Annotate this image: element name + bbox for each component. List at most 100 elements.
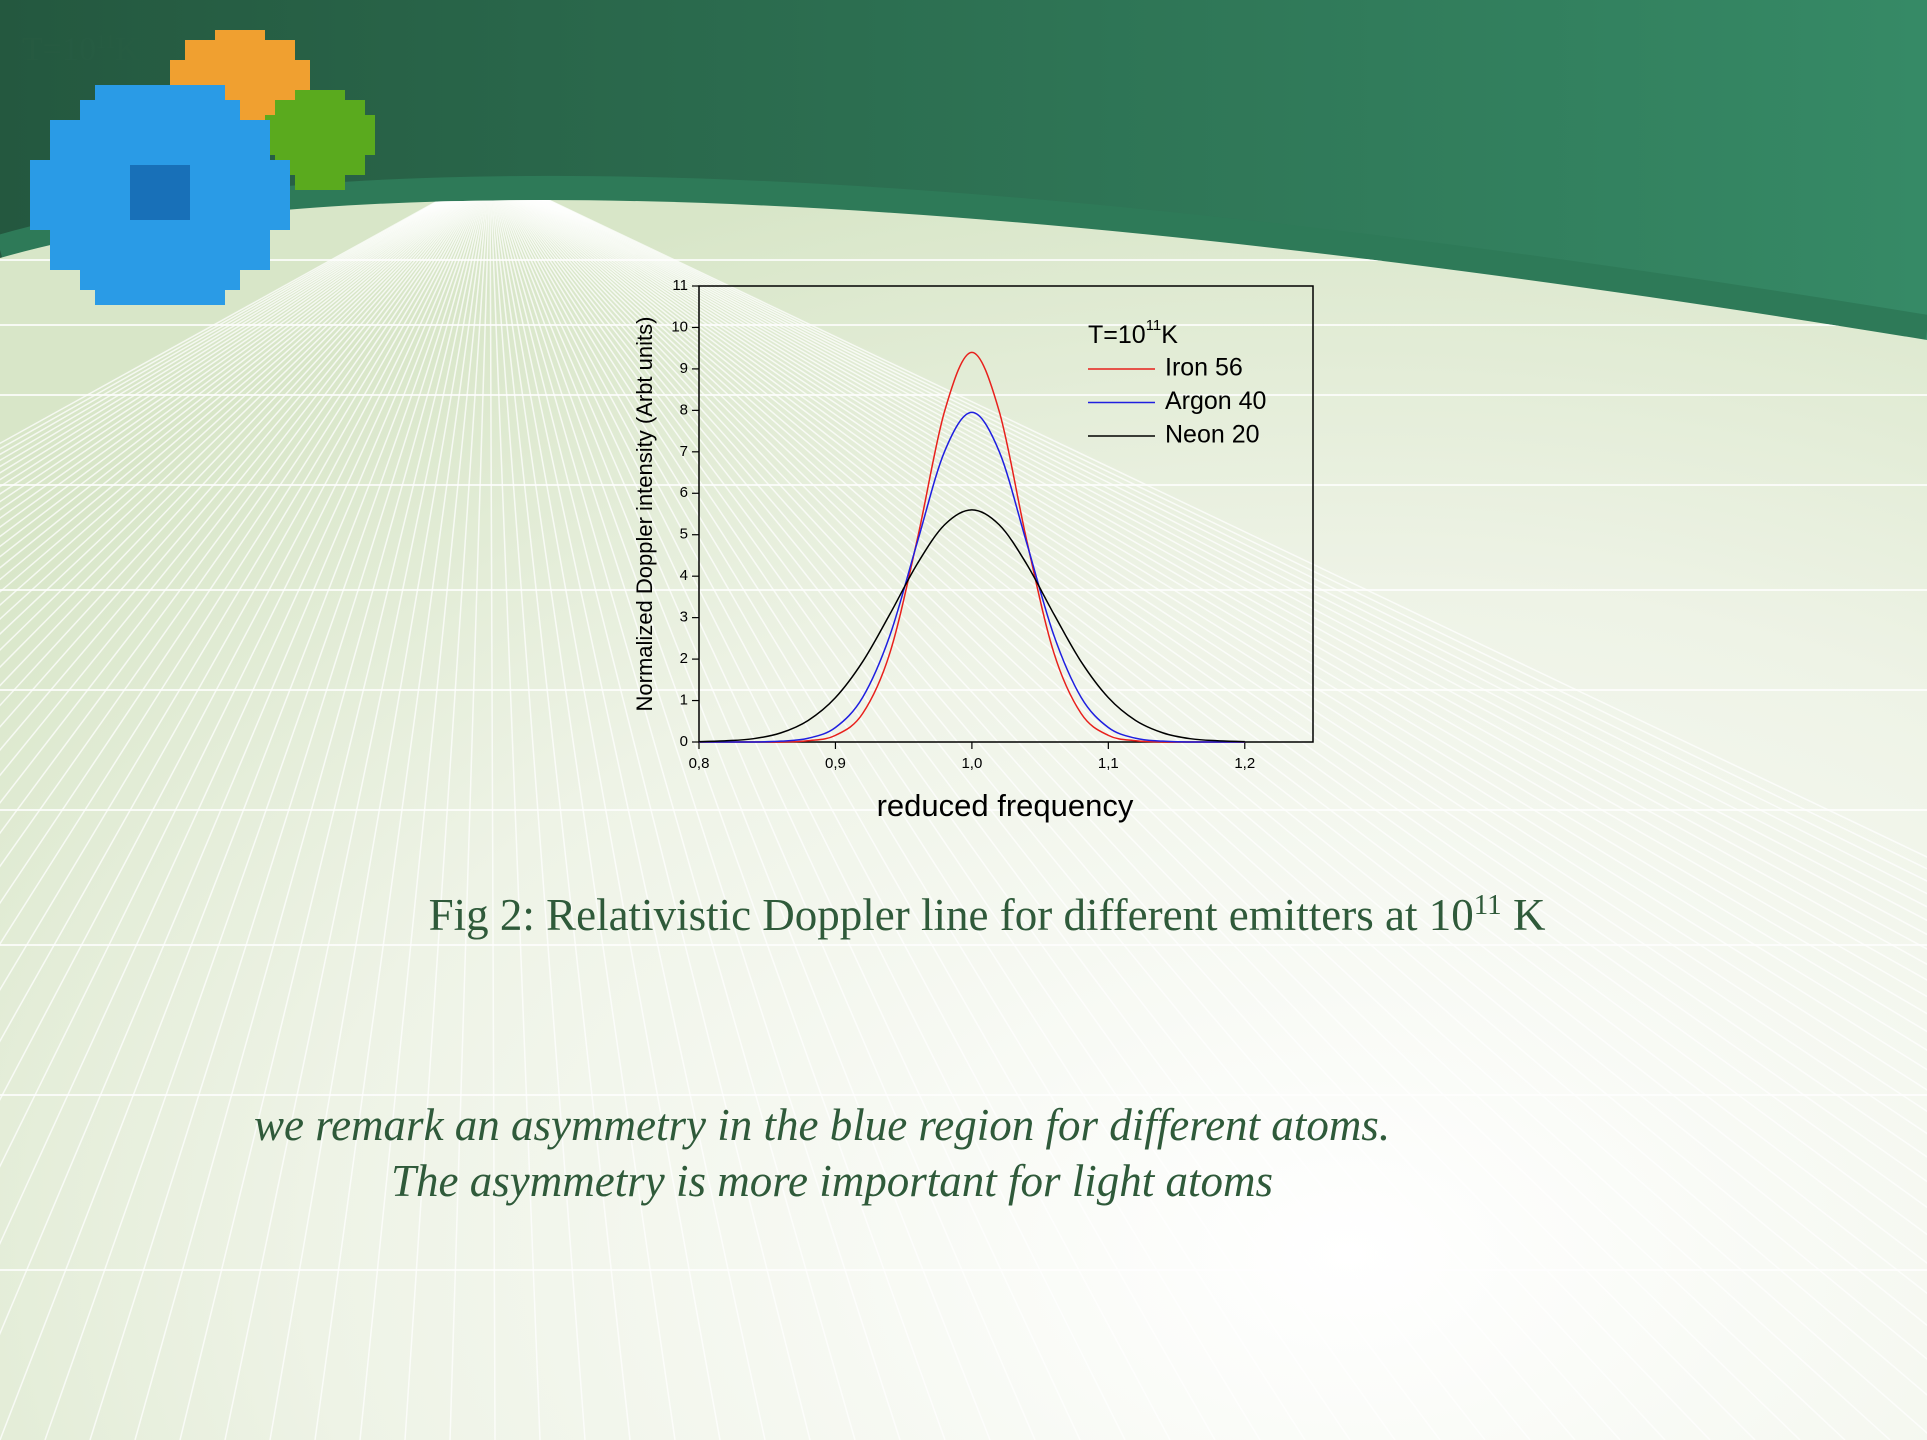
bg-ray xyxy=(489,200,1927,1440)
bg-ray xyxy=(489,200,1927,1440)
bg-ray xyxy=(0,200,491,1440)
bg-ray xyxy=(489,200,1666,1440)
ghost-label: T=1011K xyxy=(22,31,140,68)
bg-ray xyxy=(489,200,1927,1440)
bg-ray xyxy=(489,200,1927,1440)
bg-ray xyxy=(0,200,491,1440)
bg-ray xyxy=(489,200,586,1440)
bg-ray xyxy=(0,200,491,1440)
x-axis-label: reduced frequency xyxy=(877,788,1134,823)
bg-ray xyxy=(0,200,491,1440)
bg-ray xyxy=(134,200,491,1440)
caption: Fig 2: Relativistic Doppler line for dif… xyxy=(429,889,1546,940)
bg-ray xyxy=(0,200,491,1440)
chart: Normalized Doppler intensity (Arbt units… xyxy=(632,277,1314,823)
x-tick-label: 0,8 xyxy=(689,755,710,772)
bg-ray xyxy=(0,200,491,1440)
bg-ray xyxy=(0,200,491,1440)
legend-title: T=1011K xyxy=(1088,317,1178,349)
bg-ray xyxy=(489,200,1351,1440)
caption-sup: 11 xyxy=(1474,889,1502,921)
legend-title-text: T=10 xyxy=(1088,321,1146,349)
bg-ray xyxy=(489,200,1927,1440)
bg-ray xyxy=(489,200,1927,1440)
bg-ray xyxy=(489,200,1927,1440)
bg-ray xyxy=(449,200,491,1440)
bg-ray xyxy=(489,200,1927,1440)
bg-ray xyxy=(489,200,1927,1440)
bg-ray xyxy=(0,200,491,1440)
bg-ray xyxy=(0,200,491,1440)
bg-ray xyxy=(489,200,1927,1440)
bg-ray xyxy=(489,200,1927,1440)
bg-ray xyxy=(0,200,491,1440)
bg-ray xyxy=(489,200,1891,1440)
bg-ray xyxy=(489,200,676,1440)
bg-ray xyxy=(269,200,491,1440)
y-tick-label: 4 xyxy=(680,567,688,584)
bg-ray xyxy=(404,200,491,1440)
bg-ray xyxy=(489,200,766,1440)
legend-label: Iron 56 xyxy=(1165,354,1243,382)
bg-ray xyxy=(314,200,491,1440)
bg-ray xyxy=(489,200,1927,1440)
bg-ray xyxy=(489,200,1927,1440)
perspective-grid xyxy=(0,200,1927,1440)
bg-ray xyxy=(489,200,1927,1440)
caption-text: Fig 2: Relativistic Doppler line for dif… xyxy=(429,890,1474,940)
bg-ray xyxy=(0,200,491,1440)
y-tick-label: 1 xyxy=(680,692,688,709)
bg-ray xyxy=(489,200,1576,1440)
series-line xyxy=(698,351,1245,743)
y-axis-label: Normalized Doppler intensity (Arbt units… xyxy=(632,317,657,712)
bg-ray xyxy=(0,200,491,1440)
legend-label: Neon 20 xyxy=(1165,421,1260,449)
legend-label: Argon 40 xyxy=(1165,387,1266,415)
bg-ray xyxy=(0,200,491,1440)
bg-ray xyxy=(0,200,491,1440)
x-tick-label: 0,9 xyxy=(825,755,846,772)
series-line xyxy=(698,411,1245,743)
bg-ray xyxy=(489,200,1801,1440)
bg-ray xyxy=(489,200,1306,1440)
bg-ray xyxy=(489,200,1441,1440)
legend-title-unit: K xyxy=(1161,321,1178,349)
remark-line: we remark an asymmetry in the blue regio… xyxy=(254,1100,1390,1150)
bg-ray xyxy=(0,200,491,1440)
bg-ray xyxy=(0,200,491,1440)
bg-ray xyxy=(0,200,491,1440)
bg-ray xyxy=(489,200,1216,1440)
bg-ray xyxy=(489,200,631,1440)
x-tick-label: 1,0 xyxy=(961,755,982,772)
bg-ray xyxy=(0,200,491,1440)
caption-unit: K xyxy=(1502,890,1546,940)
bg-ray xyxy=(489,200,946,1440)
bg-ray xyxy=(0,200,491,1440)
remark-line: The asymmetry is more important for ligh… xyxy=(391,1156,1273,1206)
bg-ray xyxy=(489,200,1621,1440)
legend-title-sup: 11 xyxy=(1146,317,1162,334)
x-tick-label: 1,2 xyxy=(1234,755,1255,772)
bg-ray xyxy=(0,200,491,1440)
bg-ray xyxy=(0,200,491,1440)
bg-ray xyxy=(0,200,491,1440)
y-tick-label: 9 xyxy=(680,360,688,377)
bg-ray xyxy=(0,200,491,1440)
bg-ray xyxy=(179,200,491,1440)
y-tick-label: 6 xyxy=(680,484,688,501)
bg-ray xyxy=(489,200,1126,1440)
bg-ray xyxy=(489,200,1531,1440)
bg-ray xyxy=(44,200,491,1440)
bg-ray xyxy=(0,200,491,1440)
bg-ray xyxy=(489,200,991,1440)
bg-ray xyxy=(489,200,1036,1440)
bg-ray xyxy=(489,200,1171,1440)
bg-ray xyxy=(489,200,1927,1440)
bg-ray xyxy=(0,200,491,1440)
bg-ray xyxy=(489,200,1396,1440)
bg-ray xyxy=(489,200,1927,1440)
bg-ray xyxy=(0,200,491,1440)
bg-ray xyxy=(359,200,491,1440)
